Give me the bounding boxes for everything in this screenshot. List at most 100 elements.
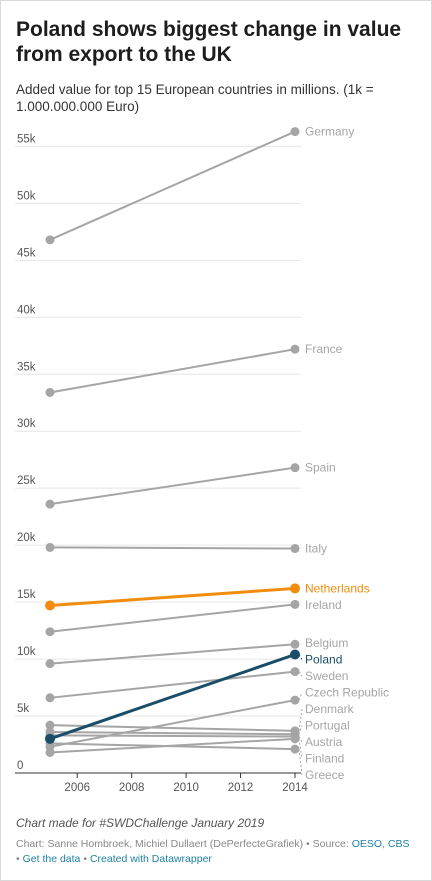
series-line-ireland (49, 603, 296, 633)
label-leader-denmark (298, 708, 303, 731)
series-line-italy (49, 546, 296, 550)
series-label-italy: Italy (305, 542, 327, 556)
series-point-sweden-start (45, 693, 55, 703)
label-leader-sweden (298, 671, 303, 677)
series-point-poland-start (45, 733, 55, 744)
x-tick-label: 2012 (228, 782, 254, 794)
x-tick-label: 2006 (64, 782, 90, 794)
y-tick-label: 50k (17, 190, 36, 202)
datawrapper-link[interactable]: Created with Datawrapper (89, 853, 212, 865)
y-tick-label: 45k (17, 247, 36, 259)
get-data-link[interactable]: Get the data (22, 853, 81, 865)
source-link-cbs[interactable]: CBS (387, 838, 410, 850)
y-tick-label: 25k (17, 475, 36, 487)
series-czech-republic (45, 695, 300, 752)
series-label-czech-republic: Czech Republic (305, 686, 389, 700)
source-link-oeso[interactable]: OESO (351, 838, 383, 850)
label-leader-finland (298, 738, 303, 759)
series-label-greece: Greece (305, 768, 345, 782)
series-point-belgium-start (45, 659, 55, 669)
series-label-denmark: Denmark (305, 702, 355, 716)
y-tick-label: 20k (17, 532, 36, 544)
y-tick-label: 30k (17, 418, 36, 430)
series-point-france-start (45, 387, 55, 397)
chart-subtitle: Added value for top 15 European countrie… (16, 82, 374, 114)
source-prefix: Chart: Sanne Hombroek, Michiel Dullaert … (16, 838, 349, 850)
series-line-germany (49, 130, 296, 241)
x-tick-label: 2010 (173, 782, 199, 794)
y-tick-label: 35k (17, 361, 36, 373)
series-spain (45, 463, 300, 509)
chart-note: Chart made for #SWDChallenge January 201… (16, 816, 265, 830)
series-line-spain (49, 466, 296, 506)
series-point-poland-end (290, 649, 300, 660)
series-point-france-end (290, 344, 300, 354)
series-line-czech-republic (49, 699, 296, 748)
series-label-germany: Germany (305, 125, 354, 139)
series-italy (45, 542, 300, 554)
series-point-netherlands-end (290, 583, 300, 594)
series-point-finland-end (290, 734, 300, 744)
series-line-sweden (49, 670, 296, 699)
series-belgium (45, 639, 300, 669)
series-label-sweden: Sweden (305, 669, 348, 683)
series-point-sweden-end (290, 667, 300, 677)
series-point-ireland-end (290, 599, 300, 609)
series-label-portugal: Portugal (305, 719, 350, 733)
series-label-austria: Austria (305, 735, 343, 749)
footer-bullet: • (83, 853, 88, 865)
label-leader-greece (298, 749, 303, 776)
label-layer: Germany France Spain Italy Netherlands Irelan… (298, 125, 389, 782)
series-label-ireland: Ireland (305, 598, 342, 612)
series-point-czech-republic-end (290, 695, 300, 705)
series-label-finland: Finland (305, 752, 344, 766)
series-point-germany-start (45, 235, 55, 245)
y-tick-label: 40k (17, 304, 36, 316)
series-point-denmark-start (45, 720, 55, 730)
series-point-italy-end (290, 544, 300, 554)
series-point-finland-start (45, 747, 55, 757)
series-label-spain: Spain (305, 461, 336, 475)
chart-source: Chart: Sanne Hombroek, Michiel Dullaert … (16, 837, 421, 867)
series-point-greece-end (290, 744, 300, 754)
series-france (45, 344, 300, 397)
series-netherlands (45, 583, 300, 611)
series-germany (45, 127, 300, 245)
series-point-spain-start (45, 499, 55, 509)
series-point-belgium-end (290, 639, 300, 649)
series-finland (45, 734, 300, 757)
series-label-belgium: Belgium (305, 636, 348, 650)
y-tick-label: 5k (17, 703, 29, 715)
label-leader-poland (298, 654, 303, 660)
series-label-netherlands: Netherlands (305, 581, 370, 595)
series-point-netherlands-start (45, 600, 55, 611)
series-line-belgium (49, 643, 296, 665)
line-layer (45, 127, 300, 757)
series-point-germany-end (290, 127, 300, 137)
series-label-france: France (305, 342, 343, 356)
y-tick-label: 0 (17, 760, 23, 772)
series-line-france (49, 348, 296, 394)
series-line-poland (48, 653, 297, 741)
y-tick-label: 15k (17, 589, 36, 601)
series-point-italy-start (45, 542, 55, 552)
source-separator: , (382, 838, 385, 850)
series-sweden (45, 667, 300, 703)
axis-layer: 0 5k 10k 15k 20k 25k 30k 35k 40k 45k 50k 55k 2006 200… (15, 133, 308, 794)
series-label-poland: Poland (305, 653, 342, 667)
series-line-portugal (49, 730, 296, 736)
y-tick-label: 10k (17, 646, 36, 658)
series-line-finland (49, 737, 296, 754)
series-point-spain-end (290, 463, 300, 473)
label-leader-czech-republic (298, 692, 303, 701)
series-point-ireland-start (45, 627, 55, 637)
x-tick-label: 2008 (119, 782, 145, 794)
chart-title: Poland shows biggest change in value fro… (16, 18, 402, 66)
footer-bullet: • (16, 853, 20, 865)
series-line-netherlands (48, 586, 297, 608)
slope-chart: 0 5k 10k 15k 20k 25k 30k 35k 40k 45k 50k 55k 2006 200… (15, 125, 389, 794)
label-leader-portugal (298, 725, 303, 735)
x-tick-label: 2014 (282, 782, 308, 794)
label-leader-austria (298, 736, 303, 743)
